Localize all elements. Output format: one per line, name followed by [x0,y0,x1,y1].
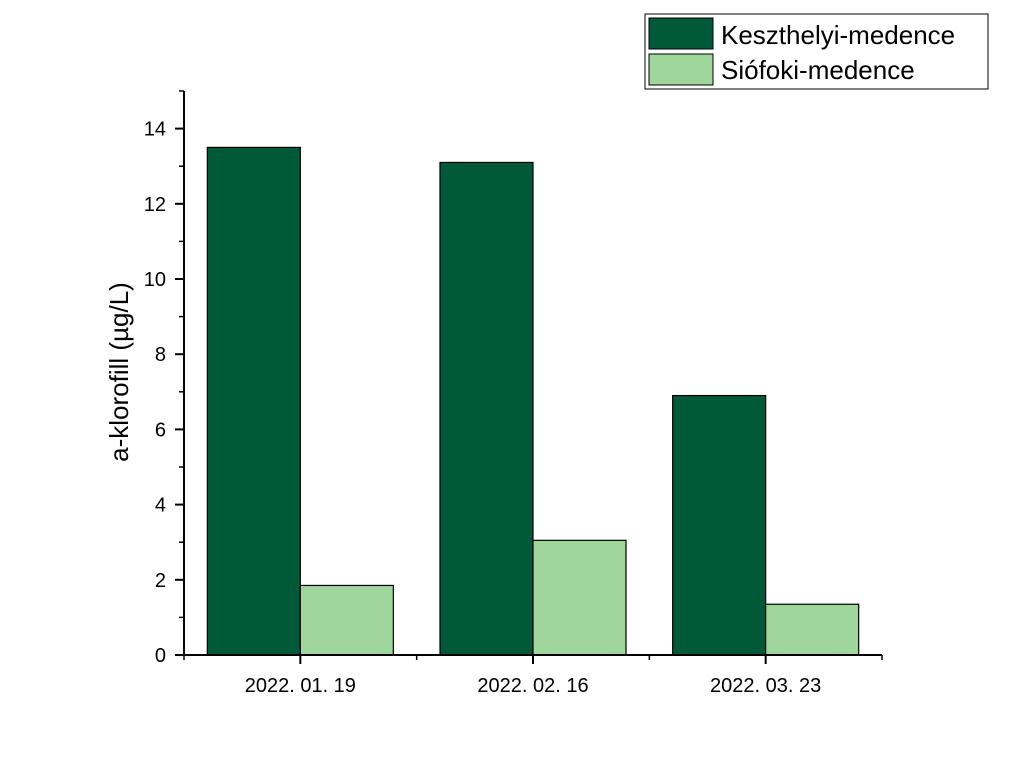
y-tick-label: 4 [155,495,166,517]
bar-keszthelyi-1 [206,146,301,656]
legend-swatch-keszthelyi [648,17,714,50]
x-tick-label: 2022. 02. 16 [477,675,588,697]
y-tick-label: 14 [144,119,166,141]
axes-group: 0 2 4 6 8 10 12 14 2022. 01. 19 2022. 02. 16 2022.… [144,90,883,697]
y-tick-label: 10 [144,269,166,291]
y-axis-title: a-klorofill (µg/L) [104,282,134,462]
legend-swatch-siofoki [648,53,714,86]
x-tick-label: 2022. 03. 23 [710,675,821,697]
legend-label-siofoki: Siófoki-medence [721,55,915,85]
bars-group [206,146,860,656]
legend-label-keszthelyi: Keszthelyi-medence [721,20,955,50]
y-tick-label: 2 [155,570,166,592]
x-tick-label: 2022. 01. 19 [245,675,356,697]
y-tick-label: 0 [155,645,166,667]
y-tick-label: 12 [144,194,166,216]
y-tick-label: 6 [155,419,166,441]
bar-keszthelyi-2 [439,161,534,656]
bar-siofoki-3 [765,603,860,656]
bar-siofoki-1 [299,584,394,656]
legend: Keszthelyi-medence Siófoki-medence [644,13,989,90]
y-tick-label: 8 [155,344,166,366]
bar-keszthelyi-3 [672,394,767,656]
bar-siofoki-2 [532,539,627,656]
